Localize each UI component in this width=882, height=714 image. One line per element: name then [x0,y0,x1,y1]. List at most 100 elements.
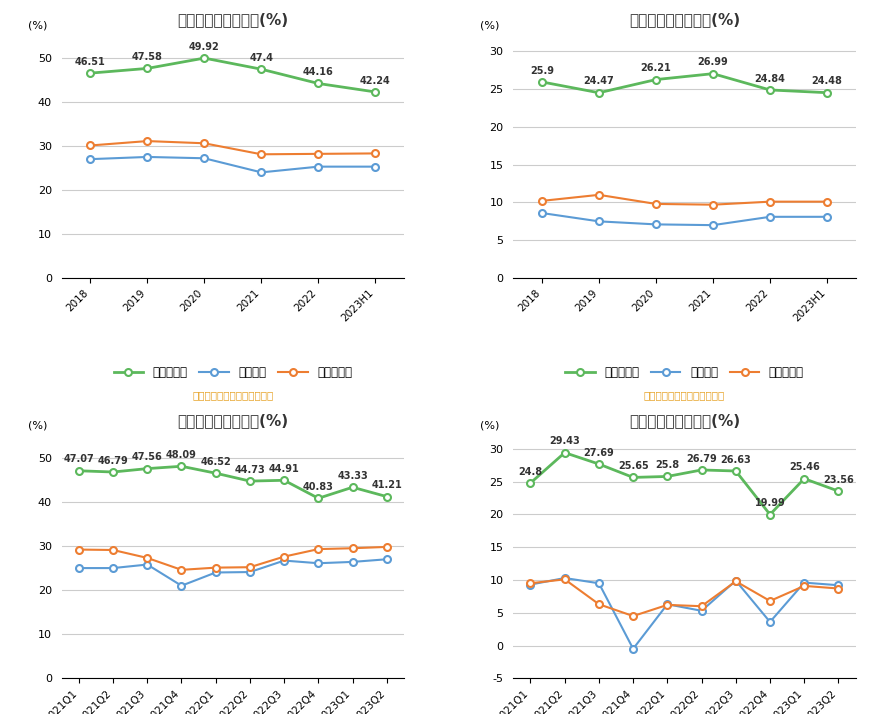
Text: 41.21: 41.21 [371,481,402,491]
公司毛利率 [199,54,210,62]
Line: 行业均值: 行业均值 [86,154,379,176]
Text: 25.9: 25.9 [530,66,554,76]
Legend: 公司毛利率, 行业均值, 行业中位数: 公司毛利率, 行业均值, 行业中位数 [108,362,357,384]
行业均值 [176,581,187,590]
行业中位数 [594,600,604,608]
公司毛利率 [85,69,95,77]
Line: 行业均值: 行业均值 [538,209,831,228]
行业中位数 [85,141,95,150]
Text: 25.46: 25.46 [789,463,819,473]
行业中位数 [244,563,255,571]
行业均值 [525,580,535,589]
行业中位数 [348,544,358,553]
Text: 27.69: 27.69 [584,448,614,458]
行业中位数 [707,201,718,209]
行业均值 [382,555,392,563]
Title: 历年净利率变化情况(%): 历年净利率变化情况(%) [629,13,740,28]
行业均值 [142,560,153,569]
行业均值 [199,154,210,163]
Title: 季度毛利率变化情况(%): 季度毛利率变化情况(%) [177,413,288,428]
Text: 24.8: 24.8 [519,467,542,477]
Y-axis label: (%): (%) [480,421,499,431]
公司净利率 [707,69,718,78]
Y-axis label: (%): (%) [480,21,499,31]
行业均值 [833,581,844,590]
行业均值 [628,645,639,653]
行业均值 [348,558,358,566]
Text: 26.99: 26.99 [698,57,729,67]
公司毛利率 [313,79,324,88]
公司毛利率 [176,462,187,471]
行业中位数 [382,543,392,551]
公司净利率 [662,472,673,481]
Line: 公司毛利率: 公司毛利率 [86,55,379,96]
行业中位数 [142,553,153,562]
行业均值 [822,213,833,221]
行业中位数 [765,597,775,605]
Text: 44.91: 44.91 [269,464,300,474]
Y-axis label: (%): (%) [28,421,48,431]
行业均值 [662,600,673,608]
公司净利率 [833,487,844,496]
Text: 26.79: 26.79 [686,453,717,463]
行业中位数 [313,545,324,553]
行业均值 [594,217,604,226]
行业中位数 [199,139,210,148]
公司毛利率 [244,477,255,486]
Text: 制图数据来自恒生聚源数据库: 制图数据来自恒生聚源数据库 [644,390,725,400]
Legend: 公司净利率, 行业均值, 行业中位数: 公司净利率, 行业均值, 行业中位数 [560,362,809,384]
行业均值 [313,162,324,171]
行业均值 [651,220,662,228]
行业中位数 [313,149,324,158]
行业均值 [594,579,604,588]
行业中位数 [730,577,741,585]
Text: 24.84: 24.84 [755,74,786,84]
Text: 24.47: 24.47 [584,76,614,86]
公司毛利率 [382,493,392,501]
行业均值 [696,606,706,615]
Text: 42.24: 42.24 [360,76,391,86]
行业中位数 [176,565,187,574]
行业均值 [244,568,255,576]
公司净利率 [765,86,775,94]
行业中位数 [108,545,118,554]
Text: 47.56: 47.56 [132,452,162,462]
Text: 47.58: 47.58 [131,52,162,62]
行业均值 [559,574,570,583]
Text: 26.21: 26.21 [640,64,671,74]
行业均值 [765,213,775,221]
Text: 29.43: 29.43 [549,436,580,446]
Line: 公司毛利率: 公司毛利率 [75,463,390,502]
Title: 历年毛利率变化情况(%): 历年毛利率变化情况(%) [177,13,288,28]
行业均值 [765,618,775,626]
Text: 46.79: 46.79 [98,456,129,466]
Text: 48.09: 48.09 [166,450,197,460]
行业中位数 [73,545,84,554]
公司毛利率 [142,464,153,473]
Text: 47.07: 47.07 [64,454,94,464]
Text: 46.52: 46.52 [200,457,231,467]
Text: 44.16: 44.16 [303,67,333,77]
行业中位数 [696,602,706,610]
行业中位数 [211,563,221,572]
公司净利率 [696,466,706,474]
行业均值 [536,208,547,217]
Text: 26.63: 26.63 [721,455,751,465]
公司净利率 [594,460,604,468]
公司毛利率 [348,483,358,491]
行业中位数 [142,137,153,146]
公司净利率 [536,78,547,86]
Title: 季度净利率变化情况(%): 季度净利率变化情况(%) [629,413,740,428]
公司净利率 [628,473,639,482]
Text: 44.73: 44.73 [235,465,265,475]
行业均值 [85,155,95,164]
Text: 49.92: 49.92 [189,41,220,51]
Text: 47.4: 47.4 [250,53,273,63]
行业中位数 [536,196,547,205]
公司净利率 [822,89,833,97]
行业中位数 [594,191,604,199]
行业均值 [707,221,718,229]
公司净利率 [559,448,570,457]
行业中位数 [256,150,266,159]
行业中位数 [662,600,673,609]
